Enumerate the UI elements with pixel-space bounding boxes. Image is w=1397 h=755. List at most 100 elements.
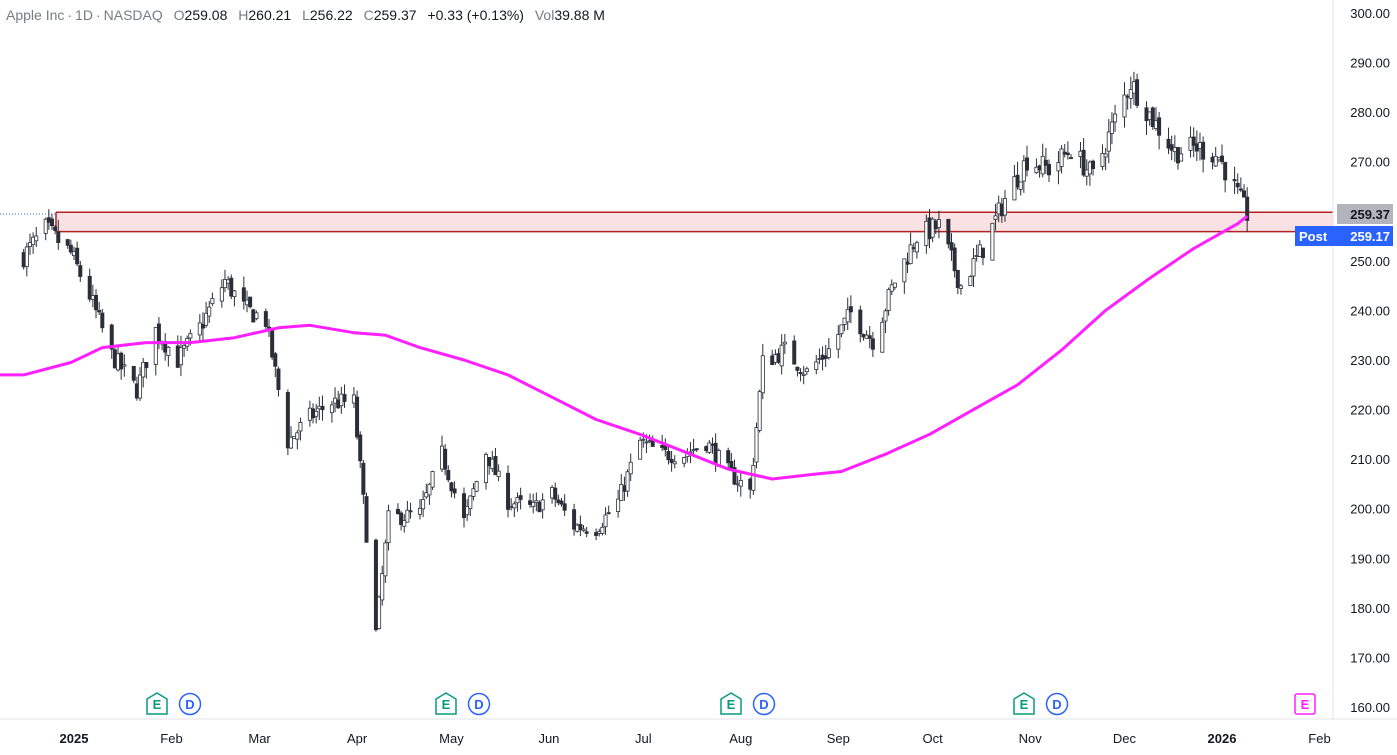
candle — [902, 258, 907, 294]
candle-body — [471, 488, 476, 497]
candle — [49, 214, 54, 231]
candle-body — [131, 365, 136, 381]
candle — [200, 312, 205, 341]
candle-body — [182, 345, 187, 349]
candle — [760, 343, 765, 400]
candle-body — [1172, 147, 1177, 153]
candle — [251, 308, 256, 323]
candle — [528, 493, 533, 508]
candle-body — [34, 235, 39, 242]
resistance-zone[interactable] — [0, 211, 1333, 233]
candle-body — [694, 448, 699, 451]
candle-body — [1043, 159, 1048, 166]
last-price-value: 259.37 — [1350, 207, 1390, 222]
symbol-title[interactable]: Apple Inc · 1D · NASDAQ — [6, 7, 163, 23]
candle — [738, 470, 743, 497]
candle — [553, 482, 558, 507]
candle — [311, 403, 316, 424]
exchange-label: NASDAQ — [103, 7, 163, 23]
last-price-badge-bg — [1337, 204, 1393, 224]
candle — [550, 485, 555, 504]
candle-body — [999, 203, 1004, 217]
candle-body — [1113, 113, 1118, 123]
candle — [1106, 119, 1111, 164]
candle — [493, 447, 498, 476]
candle-body — [770, 355, 775, 366]
candle — [1034, 158, 1039, 174]
y-tick-label: 290.00 — [1350, 56, 1390, 71]
earnings-letter: E — [1020, 697, 1029, 712]
candle — [386, 504, 391, 551]
candle — [704, 445, 709, 454]
candle — [1220, 144, 1225, 165]
candle — [619, 474, 624, 501]
candle — [575, 523, 580, 533]
candle-body — [465, 506, 470, 516]
candle-body — [232, 290, 237, 298]
candle — [685, 448, 690, 463]
candle-body — [270, 327, 275, 358]
candle-body — [361, 462, 366, 495]
candle — [974, 244, 979, 262]
close-value: 259.37 — [373, 7, 417, 23]
earnings-icon: E — [1294, 693, 1316, 715]
candle — [1109, 112, 1114, 145]
candle — [1210, 152, 1215, 170]
candle-body — [1012, 176, 1017, 201]
candle — [141, 357, 146, 388]
candle — [892, 282, 897, 291]
candle-body — [713, 442, 718, 464]
candle-body — [594, 532, 599, 536]
candle-body — [691, 449, 696, 451]
candle-body — [405, 509, 410, 523]
candle — [320, 395, 325, 421]
candle-body — [990, 222, 995, 261]
candle — [836, 325, 841, 359]
candle-body — [927, 217, 932, 240]
candle — [364, 492, 369, 543]
candle-body — [924, 220, 929, 246]
candle-body — [792, 340, 797, 365]
candle — [439, 435, 444, 473]
candle — [883, 308, 888, 334]
candle-body — [682, 457, 687, 464]
candle-body — [814, 361, 819, 370]
candle-body — [512, 503, 517, 509]
candle — [424, 483, 429, 499]
candle — [509, 498, 514, 511]
candle — [342, 384, 347, 408]
candle — [468, 495, 473, 517]
candle-body — [1150, 107, 1155, 127]
candle — [65, 238, 70, 249]
candle-body — [556, 499, 561, 504]
candle-body — [704, 446, 709, 451]
candle — [669, 450, 674, 472]
candle-body — [518, 495, 523, 500]
candle-body — [307, 407, 312, 421]
candle — [163, 333, 168, 361]
candle — [361, 460, 366, 504]
candle-body — [267, 326, 272, 329]
candle-body — [861, 334, 866, 338]
open-value-group: O259.08 — [174, 7, 228, 23]
candle — [584, 526, 589, 538]
candle-body — [537, 502, 542, 513]
candle — [1043, 147, 1048, 174]
candle — [405, 500, 410, 523]
candle-body — [1069, 157, 1074, 159]
x-tick-label: Apr — [347, 731, 368, 746]
candle — [31, 232, 36, 254]
candle — [729, 452, 734, 469]
candle-body — [779, 344, 784, 367]
candle-body — [1197, 142, 1202, 149]
candle-body — [1210, 156, 1215, 163]
candle — [867, 325, 872, 349]
candle-body — [864, 334, 869, 339]
y-tick-label: 230.00 — [1350, 353, 1390, 368]
candle-body — [333, 397, 338, 404]
close-value-group: C259.37 — [364, 7, 417, 23]
candle — [848, 295, 853, 324]
candle-body — [1169, 144, 1174, 151]
